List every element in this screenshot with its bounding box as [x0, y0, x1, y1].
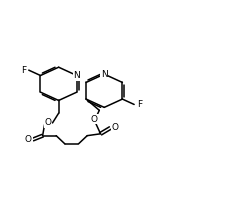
Text: O: O	[111, 124, 118, 132]
Text: F: F	[137, 100, 142, 109]
Text: O: O	[25, 135, 32, 144]
Text: N: N	[101, 70, 108, 79]
Text: O: O	[91, 115, 98, 124]
Text: N: N	[73, 71, 80, 80]
Text: F: F	[21, 66, 26, 75]
Text: O: O	[45, 118, 52, 127]
